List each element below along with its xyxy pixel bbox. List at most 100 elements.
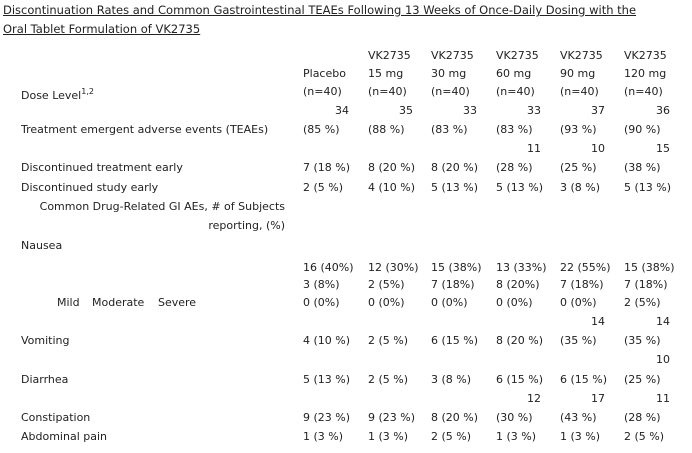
cell: 30 mg [431, 67, 467, 80]
cell: (n=40) [303, 85, 342, 98]
cell: 3 (8 %) [431, 373, 472, 386]
cell: 15 [656, 142, 670, 155]
row-label: reporting, (%) [208, 219, 285, 232]
cell: (n=40) [368, 85, 407, 98]
cell: 0 (0%) [496, 296, 533, 309]
cell: VK2735 [431, 49, 474, 62]
cell: (38 %) [624, 161, 661, 174]
cell: Placebo [303, 67, 346, 80]
cell: (25 %) [560, 161, 597, 174]
cell: 15 (38%) [624, 261, 675, 274]
cell: 1 (3 %) [560, 430, 601, 443]
cell: 2 (5 %) [431, 430, 472, 443]
cell: 8 (20 %) [496, 334, 544, 347]
cell: 90 mg [560, 67, 596, 80]
row-label: Moderate [92, 296, 145, 309]
row-label: Dose Level1,2 [21, 87, 94, 102]
cell: 14 [591, 315, 605, 328]
cell: 12 (30%) [368, 261, 419, 274]
cell: 8 (20 %) [431, 411, 479, 424]
cell: 11 [656, 392, 670, 405]
cell: 33 [463, 104, 477, 117]
cell: 13 (33%) [496, 261, 547, 274]
row-label: Vomiting [21, 334, 70, 347]
cell: (43 %) [560, 411, 597, 424]
cell: (35 %) [560, 334, 597, 347]
cell: 10 [591, 142, 605, 155]
cell: 35 [399, 104, 413, 117]
cell: 0 (0%) [560, 296, 597, 309]
cell: 11 [527, 142, 541, 155]
row-label: Severe [158, 296, 197, 309]
row-label: Common Drug-Related GI AEs, # of Subject… [39, 200, 285, 213]
cell: (83 %) [431, 123, 468, 136]
cell: 34 [335, 104, 349, 117]
cell: 0 (0%) [368, 296, 405, 309]
cell: 15 (38%) [431, 261, 482, 274]
cell: 1 (3 %) [368, 430, 409, 443]
cell: 16 (40%) [303, 261, 354, 274]
cell: 60 mg [496, 67, 532, 80]
row-label: Constipation [21, 411, 91, 424]
row-label: Discontinued treatment early [21, 161, 183, 174]
cell: 120 mg [624, 67, 667, 80]
cell: 6 (15 %) [560, 373, 608, 386]
cell: (n=40) [560, 85, 599, 98]
cell: 6 (15 %) [496, 373, 544, 386]
cell: 6 (15 %) [431, 334, 479, 347]
row-label: Abdominal pain [21, 430, 108, 443]
row-label: Treatment emergent adverse events (TEAEs… [21, 123, 269, 136]
cell: 1 (3 %) [303, 430, 344, 443]
cell: 8 (20 %) [368, 161, 416, 174]
cell: 5 (13 %) [303, 373, 351, 386]
cell: 5 (13 %) [431, 181, 479, 194]
cell: 36 [656, 104, 670, 117]
cell: 14 [656, 315, 670, 328]
cell: 9 (23 %) [368, 411, 416, 424]
cell: 2 (5%) [368, 278, 405, 291]
cell: (83 %) [496, 123, 533, 136]
cell: (30 %) [496, 411, 533, 424]
row-label: Nausea [21, 239, 63, 252]
cell: 37 [591, 104, 605, 117]
cell: 15 mg [368, 67, 404, 80]
cell: VK2735 [368, 49, 411, 62]
cell: 1 (3 %) [496, 430, 537, 443]
cell: VK2735 [496, 49, 539, 62]
cell: 7 (18 %) [303, 161, 351, 174]
cell: 2 (5 %) [303, 181, 344, 194]
cell: 9 (23 %) [303, 411, 351, 424]
cell: (n=40) [624, 85, 663, 98]
row-label: Diarrhea [21, 373, 69, 386]
cell: 5 (13 %) [624, 181, 672, 194]
cell: 8 (20%) [496, 278, 540, 291]
cell: 8 (20 %) [431, 161, 479, 174]
cell: 7 (18%) [624, 278, 668, 291]
cell: 17 [591, 392, 605, 405]
cell: 2 (5 %) [368, 334, 409, 347]
cell: (25 %) [624, 373, 661, 386]
row-label: Mild [57, 296, 80, 309]
cell: 22 (55%) [560, 261, 611, 274]
cell: 7 (18%) [431, 278, 475, 291]
cell: 12 [527, 392, 541, 405]
cell: (90 %) [624, 123, 661, 136]
cell: 4 (10 %) [303, 334, 351, 347]
cell: 7 (18%) [560, 278, 604, 291]
row-label: Discontinued study early [21, 181, 159, 194]
cell: 2 (5 %) [368, 373, 409, 386]
cell: 0 (0%) [431, 296, 468, 309]
cell: (28 %) [624, 411, 661, 424]
cell: 3 (8 %) [560, 181, 601, 194]
cell: 33 [527, 104, 541, 117]
cell: 10 [656, 353, 670, 366]
title: Discontinuation Rates and Common Gastroi… [3, 3, 637, 36]
cell: (93 %) [560, 123, 597, 136]
cell: (85 %) [303, 123, 340, 136]
cell: VK2735 [624, 49, 667, 62]
cell: 5 (13 %) [496, 181, 544, 194]
cell: VK2735 [560, 49, 603, 62]
cell: 3 (8%) [303, 278, 340, 291]
cell: (88 %) [368, 123, 405, 136]
